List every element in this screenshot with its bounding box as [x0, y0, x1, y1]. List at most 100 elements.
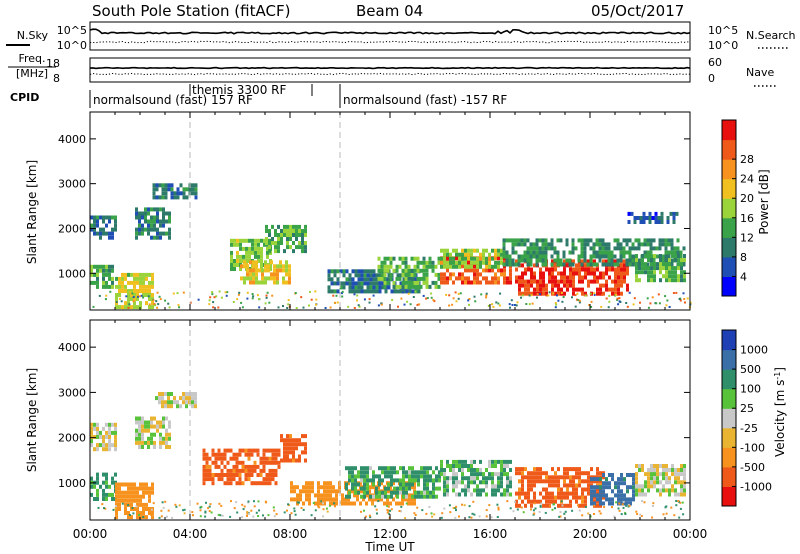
data-cell	[274, 452, 278, 457]
data-cell	[254, 246, 257, 251]
data-cell	[598, 242, 602, 247]
data-cell	[616, 258, 620, 263]
data-cell	[530, 279, 533, 284]
data-cell	[430, 512, 433, 515]
data-cell	[544, 246, 548, 251]
data-cell	[115, 502, 118, 507]
data-cell	[152, 183, 156, 188]
data-cell	[626, 501, 629, 506]
data-cell	[389, 485, 392, 490]
data-cell	[138, 211, 141, 216]
data-cell	[620, 513, 623, 516]
data-cell	[646, 297, 649, 300]
data-cell	[407, 292, 410, 295]
data-cell	[620, 291, 623, 296]
data-cell	[556, 250, 560, 255]
data-cell	[405, 289, 409, 294]
data-cell	[509, 280, 512, 285]
data-cell	[674, 472, 677, 477]
data-cell	[105, 223, 108, 228]
data-cell	[485, 292, 488, 295]
data-cell	[596, 275, 599, 280]
data-cell	[248, 254, 251, 259]
data-cell	[662, 476, 665, 481]
data-cell	[676, 246, 680, 251]
data-cell	[411, 466, 414, 471]
data-cell	[269, 238, 272, 243]
data-cell	[601, 242, 605, 247]
data-cell	[241, 306, 244, 309]
data-cell	[593, 485, 596, 490]
data-cell	[491, 476, 494, 481]
data-cell	[153, 424, 156, 429]
data-cell	[239, 259, 242, 263]
data-cell	[683, 258, 686, 263]
data-cell	[420, 466, 423, 471]
data-cell	[274, 468, 278, 473]
data-cell	[510, 299, 513, 302]
data-cell	[111, 276, 114, 281]
data-cell	[624, 511, 627, 514]
data-cell	[208, 505, 211, 508]
data-cell	[636, 216, 640, 220]
data-cell	[102, 284, 105, 289]
data-cell	[311, 485, 314, 490]
data-cell	[449, 272, 452, 277]
data-cell	[423, 494, 426, 499]
data-cell	[256, 481, 260, 486]
data-cell	[455, 484, 458, 489]
data-cell	[509, 272, 512, 277]
data-cell	[631, 254, 635, 259]
data-cell	[596, 487, 599, 492]
data-cell	[148, 490, 151, 495]
data-cell	[575, 495, 578, 500]
data-cell	[631, 262, 635, 267]
data-cell	[280, 229, 283, 233]
data-cell	[244, 452, 248, 457]
data-cell	[485, 492, 488, 497]
data-cell	[153, 440, 156, 445]
data-cell	[315, 298, 318, 301]
data-cell	[267, 264, 270, 269]
data-cell	[467, 280, 470, 285]
data-cell	[665, 472, 668, 477]
data-cell	[531, 302, 534, 305]
data-cell	[443, 272, 446, 277]
data-cell	[226, 473, 230, 477]
data-cell	[551, 495, 554, 500]
data-cell	[545, 475, 548, 480]
data-cell	[550, 254, 554, 259]
data-cell	[138, 445, 141, 449]
data-cell	[647, 306, 650, 309]
data-cell	[377, 268, 381, 273]
data-cell	[457, 297, 460, 300]
data-cell	[518, 471, 521, 476]
data-cell	[150, 223, 153, 228]
data-cell	[250, 452, 254, 457]
data-cell	[524, 291, 527, 296]
data-cell	[459, 292, 462, 295]
data-cell	[93, 435, 96, 439]
data-cell	[491, 484, 494, 489]
data-cell	[611, 287, 614, 292]
data-cell	[96, 264, 99, 269]
data-cell	[614, 291, 617, 296]
data-cell	[414, 474, 417, 479]
data-cell	[102, 264, 105, 269]
data-cell	[380, 303, 383, 306]
data-cell	[593, 293, 596, 296]
data-cell	[533, 271, 536, 276]
data-cell	[569, 479, 572, 484]
data-cell	[266, 250, 269, 255]
data-cell	[545, 499, 548, 504]
data-cell	[292, 458, 295, 463]
data-cell	[530, 471, 533, 476]
data-cell	[494, 459, 497, 464]
data-cell	[662, 262, 665, 267]
data-cell	[569, 279, 572, 284]
data-cell	[623, 263, 626, 268]
data-cell	[383, 260, 387, 265]
data-cell	[264, 276, 267, 281]
data-cell	[402, 466, 405, 471]
